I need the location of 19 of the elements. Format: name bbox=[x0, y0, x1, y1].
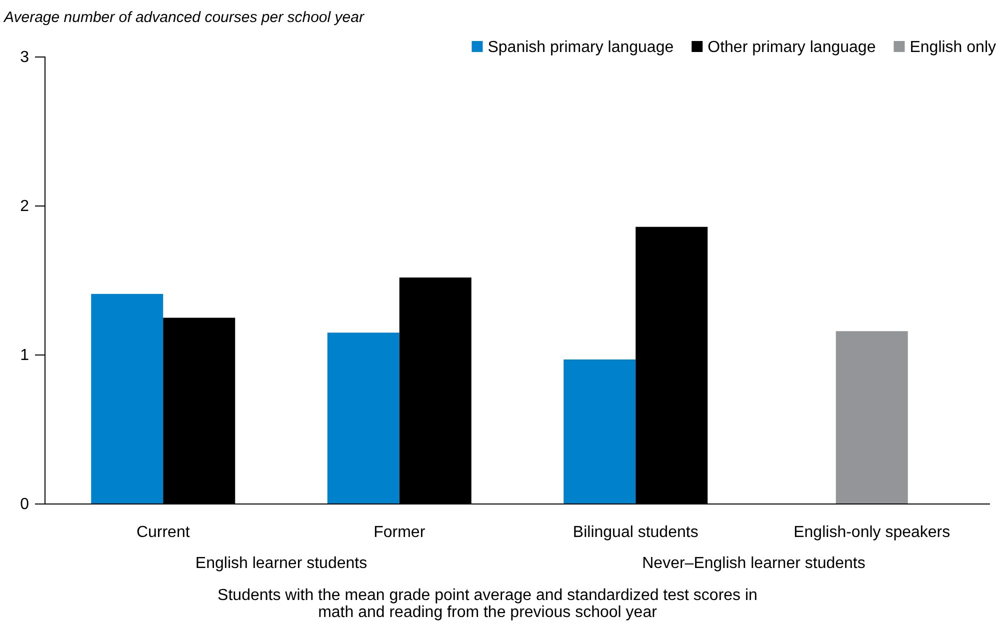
x-tick-label: Current bbox=[136, 524, 190, 541]
y-tick-label: 0 bbox=[20, 496, 30, 514]
x-tick-label: English-only speakers bbox=[794, 524, 950, 541]
bar bbox=[91, 294, 164, 504]
x-tick-label: Former bbox=[374, 524, 426, 541]
x-axis-title: Students with the mean grade point average and standardized test scores in math and reading from the previous school year bbox=[218, 587, 758, 621]
legend-label: Other primary language bbox=[708, 39, 876, 56]
y-tick-label: 2 bbox=[20, 198, 30, 216]
bar bbox=[836, 331, 908, 504]
y-tick-label: 3 bbox=[20, 49, 30, 66]
y-axis-title: Average number of advanced courses per school year bbox=[3, 9, 365, 26]
legend-label: English only bbox=[910, 39, 996, 56]
bar bbox=[327, 332, 400, 504]
y-tick-label: 1 bbox=[20, 347, 30, 364]
x-tick-label: Bilingual students bbox=[572, 524, 698, 541]
bar bbox=[564, 359, 636, 504]
legend-label: Spanish primary language bbox=[488, 39, 674, 56]
text: English learner students bbox=[195, 555, 368, 572]
text: Never–English learner students bbox=[642, 555, 866, 572]
